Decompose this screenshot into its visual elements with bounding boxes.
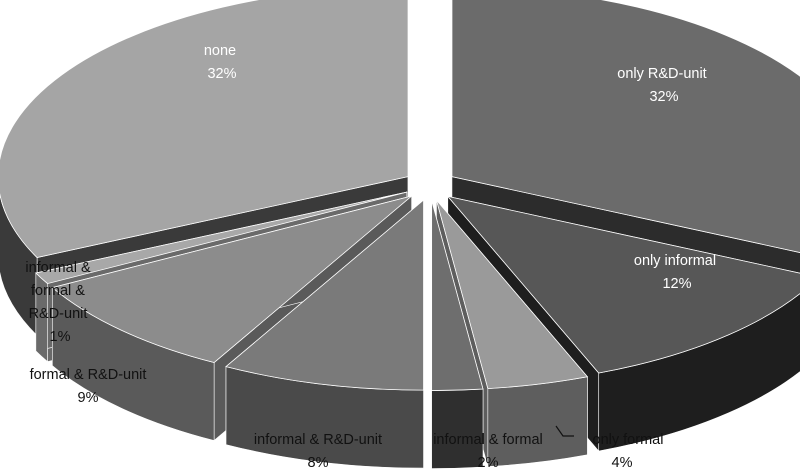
slice-top-informal-and-formal: [431, 200, 484, 391]
slice-top-only-formal: [436, 199, 589, 390]
slice-top-only-randd-unit: [451, 0, 800, 253]
slice-label-only-r-and-d-unit: only R&D-unit 32%: [617, 66, 710, 105]
slice-label-none: none 32%: [204, 43, 240, 82]
slice-top-only-informal: [446, 195, 800, 374]
slice-top-formal-and-randd-unit: [51, 195, 412, 363]
slice-top-none: [0, 0, 409, 258]
slice-top-informal-and-randd-unit: [225, 199, 424, 391]
slice-label-only-informal: only informal 12%: [634, 253, 720, 292]
slice-label-informal-and-r-and-d-unit: informal & R&D-unit 8%: [254, 432, 386, 471]
slice-labels: only R&D-unit 32% only informal 12% only…: [25, 43, 720, 471]
slice-label-only-formal: only formal 4%: [593, 432, 668, 471]
slice-label-informal-and-formal: informal & formal 2%: [433, 432, 547, 471]
slice-side-only-formal: [487, 376, 588, 467]
leader-line-only-formal: [555, 425, 574, 437]
slice-top-informal-and-formal-and-randd-unit: [35, 191, 407, 285]
slice-label-informal-and-formal-and-r-and-d-unit: informal & formal & R&D-unit 1%: [25, 260, 94, 345]
slice-label-formal-and-r-and-d-unit: formal & R&D-unit 9%: [30, 367, 151, 406]
slice-side-informal-and-formal: [431, 388, 484, 469]
